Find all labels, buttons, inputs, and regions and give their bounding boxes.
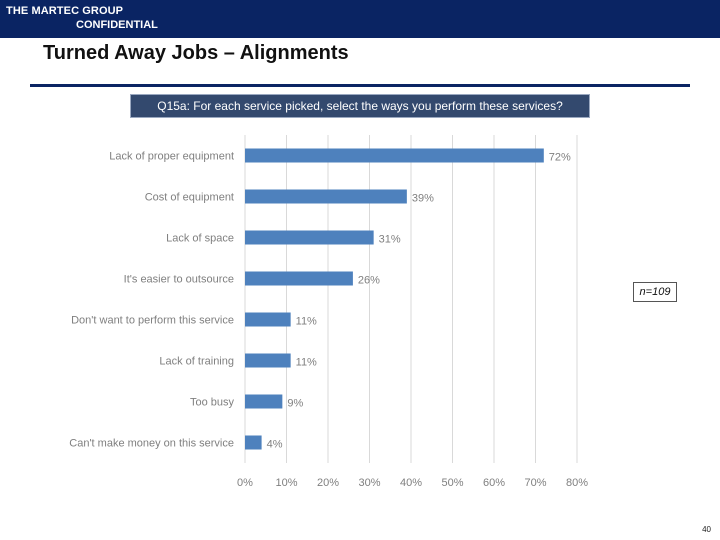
data-label: 9%: [287, 398, 303, 410]
sample-size-box: n=109: [633, 282, 677, 302]
bar: [245, 394, 283, 409]
x-tick-label: 80%: [566, 477, 588, 489]
bar: [245, 230, 374, 245]
data-label: 72%: [549, 152, 571, 164]
category-label: Cost of equipment: [145, 192, 234, 204]
bar: [245, 189, 407, 204]
data-label: 31%: [379, 234, 401, 246]
confidential-label: CONFIDENTIAL: [76, 19, 158, 31]
category-label: Lack of proper equipment: [109, 151, 234, 163]
title-divider: [30, 84, 690, 87]
category-label: Don't want to perform this service: [71, 315, 234, 327]
bar: [245, 435, 262, 450]
question-box: Q15a: For each service picked, select th…: [130, 94, 590, 118]
slide-title: Turned Away Jobs – Alignments: [43, 42, 349, 64]
data-label: 39%: [412, 193, 434, 205]
data-label: 26%: [358, 275, 380, 287]
bar: [245, 271, 353, 286]
x-tick-label: 10%: [275, 477, 297, 489]
x-tick-label: 40%: [400, 477, 422, 489]
category-label: Lack of training: [159, 356, 234, 368]
data-label: 11%: [296, 357, 317, 369]
x-tick-label: 70%: [524, 477, 546, 489]
category-label: It's easier to outsource: [124, 274, 234, 286]
company-name: THE MARTEC GROUP: [6, 5, 124, 17]
x-tick-label: 50%: [441, 477, 463, 489]
data-label: 11%: [296, 316, 317, 328]
category-label: Can't make money on this service: [69, 438, 234, 450]
bar: [245, 312, 291, 327]
x-tick-label: 20%: [317, 477, 339, 489]
bar: [245, 148, 544, 163]
bar: [245, 353, 291, 368]
x-tick-label: 0%: [237, 477, 253, 489]
page-number: 40: [702, 525, 711, 534]
category-label: Too busy: [190, 397, 235, 409]
category-label: Lack of space: [166, 233, 234, 245]
header-bar: THE MARTEC GROUP CONFIDENTIAL: [0, 0, 720, 38]
x-tick-label: 60%: [483, 477, 505, 489]
data-label: 4%: [267, 439, 283, 451]
x-tick-label: 30%: [358, 477, 380, 489]
